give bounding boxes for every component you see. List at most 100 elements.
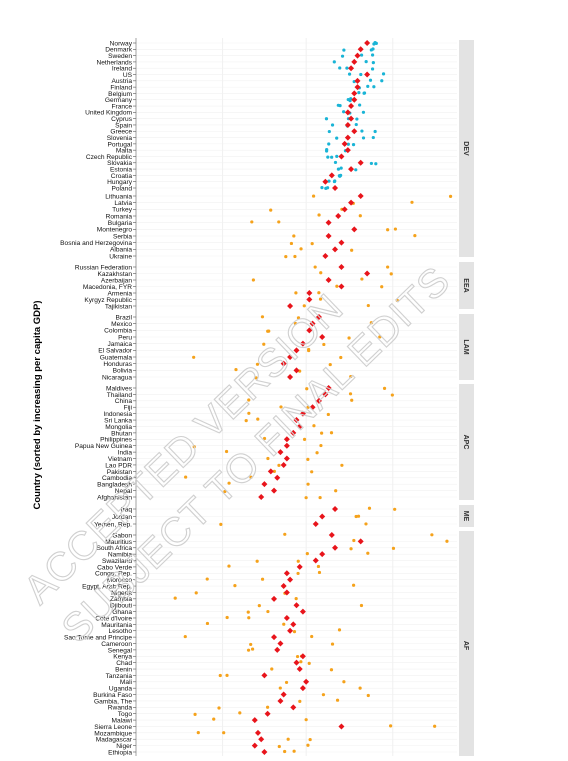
country-label: Bulgaria: [108, 220, 133, 227]
data-point: [286, 737, 290, 741]
country-label: Gambia, The: [94, 698, 132, 705]
data-point: [308, 737, 312, 742]
data-point: [325, 148, 329, 152]
country-label: Netherlands: [96, 59, 132, 66]
data-point: [305, 551, 309, 556]
country-tick-labels: NorwayDenmarkSwedenNetherlandsIrelandUSA…: [60, 38, 137, 756]
data-point: [260, 315, 265, 319]
data-point: [330, 155, 334, 159]
mean-marker: [335, 213, 342, 219]
data-point: [296, 316, 301, 320]
country-label: Germany: [105, 97, 133, 104]
country-label: Lithuania: [105, 193, 132, 200]
data-point: [372, 42, 376, 46]
data-point: [324, 117, 329, 121]
data-point: [307, 347, 311, 352]
data-point: [347, 336, 351, 340]
data-point: [256, 417, 260, 421]
country-label: Greece: [110, 129, 132, 136]
data-point: [315, 451, 319, 455]
country-label: Slovenia: [107, 135, 133, 142]
mean-marker: [357, 193, 364, 199]
data-point: [332, 60, 336, 64]
mean-marker: [283, 455, 290, 462]
mean-marker: [299, 653, 306, 660]
mean-marker: [274, 646, 281, 653]
country-label: France: [111, 103, 132, 110]
mean-marker: [299, 340, 306, 347]
data-point: [339, 355, 343, 360]
data-point: [293, 321, 298, 326]
data-point: [193, 712, 197, 716]
country-label: Ireland: [112, 66, 132, 73]
facet-strips: DEV EEA LAM APC ME AF: [459, 40, 474, 760]
country-label: Mexico: [111, 321, 132, 328]
data-point: [386, 228, 390, 232]
data-point: [266, 609, 270, 614]
mean-marker: [315, 397, 322, 404]
country-label: Sri Lanka: [104, 417, 132, 424]
data-point: [340, 463, 344, 467]
mean-marker: [348, 199, 355, 206]
country-label: Spain: [115, 122, 132, 129]
facet-strip-label: DEV: [462, 141, 469, 156]
data-point: [326, 412, 330, 417]
gridlines: [136, 38, 457, 756]
mean-marker: [348, 65, 355, 72]
country-label: Guatemala: [100, 354, 133, 361]
data-point: [354, 122, 358, 127]
data-point: [369, 321, 373, 325]
country-label: Croatia: [111, 173, 133, 180]
country-label: Zambia: [110, 596, 132, 603]
facet-strip: [459, 40, 474, 257]
country-label: Namibia: [108, 552, 133, 559]
data-point: [295, 654, 300, 659]
country-label: Bosnia and Herzegovina: [60, 240, 132, 247]
data-point: [194, 591, 198, 595]
country-label: Cyprus: [111, 116, 133, 123]
country-label: Togo: [118, 711, 133, 718]
data-point: [340, 54, 345, 58]
data-point: [312, 424, 316, 428]
facet-strip-label: EEA: [462, 278, 469, 292]
mean-marker: [344, 134, 351, 141]
mean-marker: [338, 239, 345, 246]
country-label: Fiji: [124, 405, 133, 412]
data-point: [348, 392, 353, 396]
country-label: Mali: [120, 679, 133, 686]
data-point: [294, 291, 298, 295]
country-label: Madagascar: [96, 737, 133, 744]
data-point: [266, 456, 270, 461]
data-point: [367, 506, 372, 510]
data-point: [330, 642, 335, 646]
mean-marker: [299, 608, 306, 615]
data-point: [306, 743, 310, 747]
country-label: Indonesia: [103, 411, 132, 418]
country-label: Burkina Faso: [93, 692, 132, 699]
country-label: Cambodia: [102, 475, 132, 482]
country-label: Cote d'Ivoire: [95, 615, 132, 622]
mean-marker: [351, 226, 358, 233]
data-point: [319, 271, 323, 275]
data-point: [356, 514, 361, 518]
country-label: Colombia: [104, 328, 132, 335]
country-label: Nigeria: [111, 590, 132, 597]
mean-marker: [351, 96, 358, 103]
mean-marker: [338, 153, 345, 160]
facet-strip: [459, 531, 474, 760]
data-point: [355, 117, 359, 121]
facet-strip-label: ME: [462, 511, 469, 522]
data-point: [277, 220, 281, 224]
data-point: [335, 154, 339, 158]
data-point: [360, 129, 364, 133]
mean-marker: [357, 159, 364, 166]
data-point: [306, 405, 310, 409]
country-label: Turkey: [112, 207, 133, 214]
data-point: [269, 208, 273, 212]
country-label: United Kingdom: [85, 110, 132, 117]
data-point: [381, 72, 386, 76]
mean-marker: [338, 283, 345, 290]
data-point: [257, 604, 261, 608]
mean-marker: [267, 468, 274, 475]
mean-marker: [319, 513, 326, 520]
